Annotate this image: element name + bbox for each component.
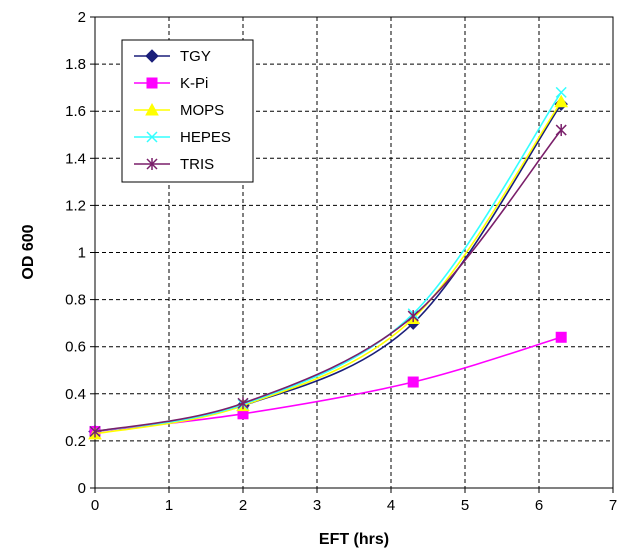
y-tick-label: 1.8 bbox=[65, 56, 86, 73]
data-point-k-pi bbox=[555, 331, 567, 343]
data-point-k-pi bbox=[407, 376, 419, 388]
y-tick-label: 1.2 bbox=[65, 197, 86, 214]
legend-label: TRIS bbox=[180, 156, 214, 173]
series-layer bbox=[88, 86, 569, 440]
legend-label: MOPS bbox=[180, 102, 224, 119]
x-tick-label: 3 bbox=[313, 497, 321, 514]
axes: 0 0.2 0.4 0.6 0.8 1 1.2 1.4 1.6 1.8 2 0 1 2 3 4 5 6 7 bbox=[65, 9, 617, 514]
legend-box bbox=[121, 39, 254, 183]
y-tick-label: 0 bbox=[78, 480, 86, 497]
y-tick-label: 0.8 bbox=[65, 292, 86, 309]
legend-item-tris: TRIS bbox=[134, 156, 214, 173]
series-line-hepes bbox=[94, 91, 562, 433]
y-tick-label: 1.4 bbox=[65, 150, 86, 167]
series-tris bbox=[89, 124, 567, 438]
legend-marker bbox=[146, 131, 158, 143]
y-tick-label: 0.4 bbox=[65, 386, 86, 403]
legend-marker-stroke bbox=[146, 131, 158, 143]
x-tick-label: 2 bbox=[239, 497, 247, 514]
data-point-mops bbox=[554, 94, 569, 108]
x-tick-label: 0 bbox=[91, 497, 99, 514]
data-point-tris bbox=[89, 425, 101, 438]
legend-item-mops: MOPS bbox=[134, 102, 224, 119]
legend-marker bbox=[145, 102, 159, 116]
y-tick-label: 1.6 bbox=[65, 103, 86, 120]
legend-marker bbox=[146, 158, 158, 170]
legend-label: K-Pi bbox=[180, 75, 208, 92]
x-tick-label: 1 bbox=[165, 497, 173, 514]
y-tick-label: 2 bbox=[78, 9, 86, 26]
data-point-hepes-stroke bbox=[555, 86, 567, 98]
legend-marker bbox=[146, 77, 158, 89]
legend: TGY K-Pi MOPS HEPES TRIS bbox=[121, 39, 254, 183]
y-axis-title: OD 600 bbox=[20, 224, 37, 279]
legend-item-k-pi: K-Pi bbox=[134, 75, 208, 92]
x-tick-label: 5 bbox=[461, 497, 469, 514]
legend-label: HEPES bbox=[180, 129, 231, 146]
data-point-hepes bbox=[555, 86, 567, 98]
series-line-mops bbox=[94, 101, 562, 435]
x-tick-label: 4 bbox=[387, 497, 395, 514]
x-axis-title: EFT (hrs) bbox=[319, 531, 389, 548]
y-tick-label: 1 bbox=[78, 245, 86, 262]
data-point-tris bbox=[237, 397, 249, 410]
y-tick-label: 0.6 bbox=[65, 339, 86, 356]
legend-label: TGY bbox=[180, 48, 211, 65]
legend-marker bbox=[145, 49, 159, 63]
data-point-tris bbox=[555, 124, 567, 137]
x-tick-label: 7 bbox=[609, 497, 617, 514]
legend-item-hepes: HEPES bbox=[134, 129, 231, 146]
y-tick-label: 0.2 bbox=[65, 433, 86, 450]
legend-item-tgy: TGY bbox=[134, 48, 211, 65]
series-line-tris bbox=[94, 129, 562, 433]
x-tick-label: 6 bbox=[535, 497, 543, 514]
data-point-tris bbox=[407, 310, 419, 323]
